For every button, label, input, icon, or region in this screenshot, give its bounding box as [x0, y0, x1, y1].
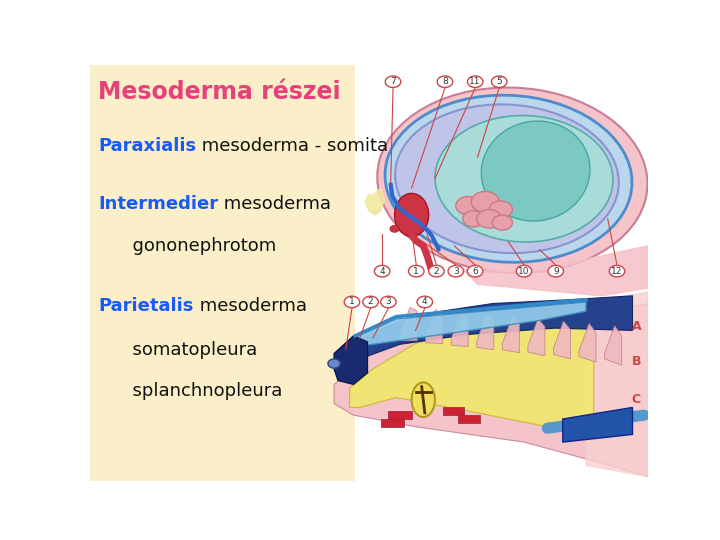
- Circle shape: [516, 265, 532, 277]
- Ellipse shape: [412, 382, 435, 417]
- Polygon shape: [340, 296, 632, 365]
- Text: 3: 3: [385, 298, 391, 307]
- Circle shape: [328, 359, 341, 368]
- Text: C: C: [632, 393, 641, 406]
- Text: 4: 4: [379, 267, 385, 275]
- Circle shape: [467, 76, 483, 87]
- Polygon shape: [381, 419, 404, 427]
- Circle shape: [428, 265, 444, 277]
- Circle shape: [390, 225, 399, 232]
- Polygon shape: [346, 302, 586, 348]
- Circle shape: [385, 76, 401, 87]
- Text: 8: 8: [442, 77, 448, 86]
- Text: mesoderma: mesoderma: [194, 297, 307, 315]
- Text: 6: 6: [472, 267, 478, 275]
- Circle shape: [374, 265, 390, 277]
- Text: Intermedier: Intermedier: [99, 195, 218, 213]
- Polygon shape: [443, 408, 464, 415]
- Circle shape: [363, 296, 378, 308]
- Ellipse shape: [377, 87, 647, 273]
- Circle shape: [437, 76, 453, 87]
- Circle shape: [489, 201, 513, 218]
- FancyBboxPatch shape: [90, 65, 355, 481]
- Text: gononephrotom: gononephrotom: [99, 237, 276, 255]
- Ellipse shape: [435, 116, 613, 242]
- Circle shape: [492, 215, 513, 230]
- Circle shape: [456, 197, 481, 215]
- Circle shape: [477, 210, 502, 228]
- Circle shape: [448, 265, 464, 277]
- Ellipse shape: [395, 193, 428, 237]
- Polygon shape: [605, 326, 621, 365]
- Circle shape: [467, 265, 483, 277]
- Text: Mesoderma részei: Mesoderma részei: [99, 80, 341, 104]
- Text: mesoderma: mesoderma: [218, 195, 331, 213]
- Polygon shape: [400, 307, 417, 340]
- Text: B: B: [631, 355, 641, 368]
- Text: 5: 5: [496, 77, 502, 86]
- Circle shape: [417, 296, 433, 308]
- Text: 10: 10: [518, 267, 530, 275]
- Polygon shape: [388, 411, 412, 419]
- Text: mesoderma - somita: mesoderma - somita: [197, 137, 389, 155]
- Text: 9: 9: [553, 267, 559, 275]
- Circle shape: [609, 265, 625, 277]
- Polygon shape: [458, 415, 480, 423]
- Polygon shape: [462, 246, 648, 296]
- Circle shape: [472, 192, 499, 212]
- Polygon shape: [334, 303, 648, 477]
- Circle shape: [463, 211, 485, 227]
- Text: splanchnopleura: splanchnopleura: [99, 382, 283, 400]
- Polygon shape: [350, 319, 594, 434]
- Text: somatopleura: somatopleura: [99, 341, 258, 359]
- Polygon shape: [334, 336, 367, 384]
- Ellipse shape: [395, 104, 618, 253]
- Circle shape: [548, 265, 564, 277]
- Polygon shape: [451, 312, 468, 347]
- Polygon shape: [579, 323, 596, 362]
- Text: 4: 4: [422, 298, 428, 307]
- Ellipse shape: [385, 95, 632, 262]
- Ellipse shape: [481, 121, 590, 221]
- Polygon shape: [503, 316, 519, 353]
- Text: 11: 11: [469, 77, 481, 86]
- Text: Paraxialis: Paraxialis: [99, 137, 197, 155]
- Polygon shape: [365, 188, 384, 215]
- Polygon shape: [586, 292, 648, 477]
- Circle shape: [408, 265, 424, 277]
- Circle shape: [381, 296, 396, 308]
- Polygon shape: [554, 321, 570, 359]
- Text: 1: 1: [349, 298, 355, 307]
- Polygon shape: [528, 319, 545, 356]
- Polygon shape: [563, 408, 632, 442]
- Text: 1: 1: [413, 267, 419, 275]
- Circle shape: [492, 76, 507, 87]
- Text: Parietalis: Parietalis: [99, 297, 194, 315]
- Text: 3: 3: [453, 267, 459, 275]
- Text: 7: 7: [390, 77, 396, 86]
- Text: 2: 2: [368, 298, 374, 307]
- Polygon shape: [477, 314, 494, 350]
- Circle shape: [344, 296, 360, 308]
- Text: 2: 2: [433, 267, 439, 275]
- Text: 12: 12: [611, 267, 623, 275]
- Text: A: A: [631, 320, 642, 333]
- Polygon shape: [426, 309, 443, 343]
